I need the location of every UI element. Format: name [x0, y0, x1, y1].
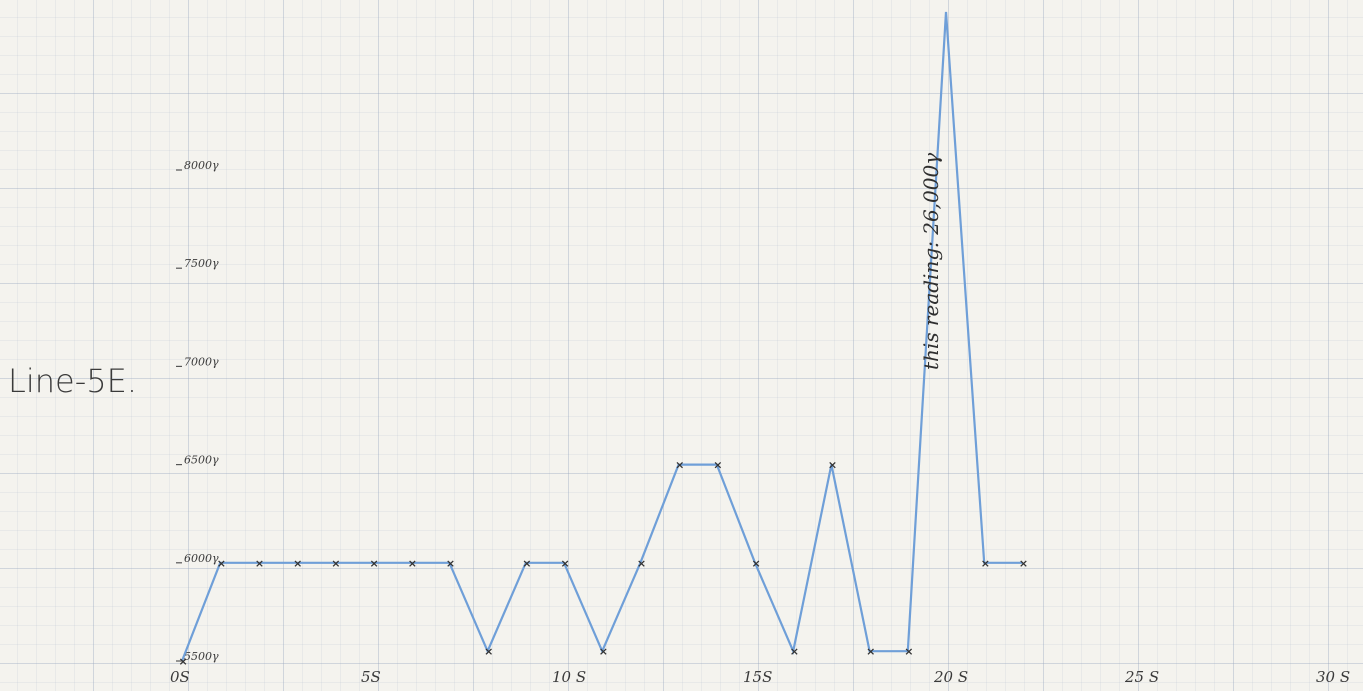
x-tick-label: 20 S [933, 668, 968, 686]
series-line [180, 11, 1023, 662]
y-tick-label: 8000γ [184, 159, 219, 172]
data-point: × [561, 557, 570, 570]
data-point: × [484, 645, 493, 658]
data-point: × [752, 557, 761, 570]
data-point: × [675, 459, 684, 472]
data-point: × [904, 645, 913, 658]
data-point: × [981, 557, 990, 570]
x-tick-label: 15S [743, 668, 772, 686]
data-point: × [179, 655, 188, 668]
data-point: × [790, 645, 799, 658]
y-tick-label: 6000γ [184, 552, 219, 565]
x-axis-ticks: 0S 5S 10 S 15S 20 S 25 S 30 S [170, 668, 1350, 686]
x-tick-label: 5S [361, 668, 381, 686]
data-point: × [828, 459, 837, 472]
data-point: × [599, 645, 608, 658]
x-tick-label: 25 S [1124, 668, 1159, 686]
data-point: × [446, 557, 455, 570]
data-point: × [408, 557, 417, 570]
x-tick-label: 10 S [552, 668, 586, 686]
data-point: × [293, 557, 302, 570]
data-point: × [637, 557, 646, 570]
data-point: × [255, 557, 264, 570]
y-tick-label: 5500γ [184, 650, 219, 663]
y-tick-label: 7000γ [184, 355, 219, 368]
data-point: × [1019, 557, 1028, 570]
x-tick-label: 0S [170, 668, 190, 686]
series-layer: × × × × × × × × × × × × × × × × × × × × × × [179, 11, 1028, 668]
data-point: × [370, 557, 379, 570]
y-tick-label: 7500γ [184, 257, 219, 270]
x-tick-label: 30 S [1316, 668, 1350, 686]
chart-title: Line-5E. [8, 362, 137, 400]
data-point: × [522, 557, 531, 570]
y-tick-label: 6500γ [184, 454, 219, 467]
peak-annotation: this reading: 26,000γ [919, 153, 943, 370]
data-point: × [331, 557, 340, 570]
data-point: × [217, 557, 226, 570]
y-axis-ticks: 5500γ 6000γ 6500γ 7000γ 7500γ 8000γ [176, 159, 219, 663]
data-point: × [713, 459, 722, 472]
data-point: × [866, 645, 875, 658]
